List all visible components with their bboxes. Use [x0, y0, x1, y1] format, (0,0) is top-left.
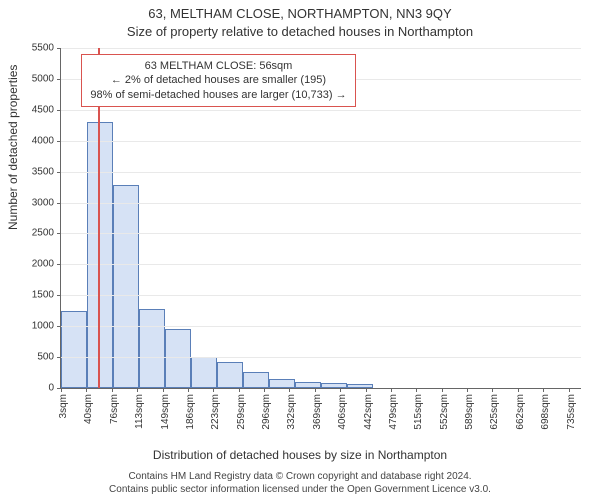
x-tick-mark	[137, 388, 138, 392]
gridline	[61, 141, 581, 142]
chart-container: 63, MELTHAM CLOSE, NORTHAMPTON, NN3 9QY …	[0, 0, 600, 500]
histogram-bar	[243, 372, 269, 388]
x-tick-label: 625sqm	[489, 394, 500, 430]
gridline	[61, 172, 581, 173]
x-tick-label: 113sqm	[134, 394, 145, 429]
x-tick-label: 698sqm	[540, 394, 551, 430]
y-tick-mark	[57, 48, 61, 49]
annotation-line: 98% of semi-detached houses are larger (…	[90, 88, 346, 102]
x-tick-mark	[188, 388, 189, 392]
title-subtitle: Size of property relative to detached ho…	[0, 24, 600, 39]
x-tick-label: 589sqm	[464, 394, 475, 430]
y-tick-label: 3500	[0, 166, 54, 177]
histogram-bar	[87, 122, 113, 388]
x-tick-label: 332sqm	[286, 394, 297, 430]
y-tick-label: 4000	[0, 135, 54, 146]
x-tick-label: 662sqm	[515, 394, 526, 430]
y-tick-mark	[57, 141, 61, 142]
license-line-1: Contains HM Land Registry data © Crown c…	[0, 470, 600, 483]
x-tick-label: 40sqm	[83, 394, 94, 424]
y-tick-label: 500	[0, 352, 54, 363]
y-tick-mark	[57, 326, 61, 327]
x-tick-mark	[61, 388, 62, 392]
x-tick-mark	[569, 388, 570, 392]
x-tick-label: 735sqm	[566, 394, 577, 430]
license-line-2: Contains public sector information licen…	[0, 483, 600, 496]
x-tick-label: 149sqm	[160, 394, 171, 430]
x-tick-mark	[86, 388, 87, 392]
gridline	[61, 48, 581, 49]
y-tick-label: 5000	[0, 73, 54, 84]
x-tick-label: 3sqm	[58, 394, 69, 418]
x-tick-mark	[289, 388, 290, 392]
x-tick-label: 186sqm	[185, 394, 196, 430]
x-tick-mark	[391, 388, 392, 392]
y-tick-mark	[57, 110, 61, 111]
y-tick-label: 5500	[0, 43, 54, 54]
x-tick-mark	[543, 388, 544, 392]
histogram-bar	[347, 384, 373, 388]
y-tick-mark	[57, 357, 61, 358]
x-tick-label: 552sqm	[439, 394, 450, 430]
histogram-bar	[295, 382, 321, 388]
license-text: Contains HM Land Registry data © Crown c…	[0, 470, 600, 496]
y-tick-mark	[57, 233, 61, 234]
y-tick-mark	[57, 172, 61, 173]
x-tick-mark	[366, 388, 367, 392]
gridline	[61, 326, 581, 327]
histogram-bar	[217, 362, 243, 388]
x-tick-label: 515sqm	[413, 394, 424, 430]
gridline	[61, 233, 581, 234]
x-tick-mark	[112, 388, 113, 392]
plot-area: 63 MELTHAM CLOSE: 56sqm← 2% of detached …	[60, 48, 581, 389]
y-tick-label: 0	[0, 383, 54, 394]
x-tick-mark	[239, 388, 240, 392]
y-tick-label: 4500	[0, 104, 54, 115]
y-tick-label: 1500	[0, 290, 54, 301]
x-tick-mark	[340, 388, 341, 392]
title-address: 63, MELTHAM CLOSE, NORTHAMPTON, NN3 9QY	[0, 6, 600, 21]
annotation-line: ← 2% of detached houses are smaller (195…	[90, 73, 346, 87]
gridline	[61, 357, 581, 358]
x-tick-mark	[264, 388, 265, 392]
gridline	[61, 110, 581, 111]
annotation-line: 63 MELTHAM CLOSE: 56sqm	[90, 59, 346, 73]
y-tick-mark	[57, 203, 61, 204]
x-tick-mark	[492, 388, 493, 392]
x-tick-label: 259sqm	[236, 394, 247, 430]
x-tick-label: 223sqm	[210, 394, 221, 430]
histogram-bar	[269, 379, 295, 388]
histogram-bar	[61, 311, 87, 388]
x-tick-label: 296sqm	[261, 394, 272, 430]
histogram-bar	[191, 357, 217, 388]
x-tick-mark	[163, 388, 164, 392]
gridline	[61, 264, 581, 265]
gridline	[61, 295, 581, 296]
y-tick-label: 2500	[0, 228, 54, 239]
histogram-bar	[321, 383, 347, 388]
annotation-box: 63 MELTHAM CLOSE: 56sqm← 2% of detached …	[81, 54, 355, 107]
x-tick-mark	[416, 388, 417, 392]
x-tick-label: 442sqm	[363, 394, 374, 430]
x-tick-label: 479sqm	[388, 394, 399, 430]
y-tick-label: 2000	[0, 259, 54, 270]
gridline	[61, 203, 581, 204]
y-tick-mark	[57, 79, 61, 80]
y-tick-label: 1000	[0, 321, 54, 332]
x-tick-mark	[467, 388, 468, 392]
y-tick-mark	[57, 295, 61, 296]
x-axis-label: Distribution of detached houses by size …	[0, 448, 600, 462]
y-tick-label: 3000	[0, 197, 54, 208]
histogram-bar	[165, 329, 191, 388]
x-tick-mark	[442, 388, 443, 392]
x-tick-mark	[315, 388, 316, 392]
histogram-bar	[139, 309, 165, 388]
x-tick-mark	[213, 388, 214, 392]
x-tick-label: 76sqm	[109, 394, 120, 424]
x-tick-mark	[518, 388, 519, 392]
x-tick-label: 406sqm	[337, 394, 348, 430]
x-tick-label: 369sqm	[312, 394, 323, 430]
y-tick-mark	[57, 264, 61, 265]
